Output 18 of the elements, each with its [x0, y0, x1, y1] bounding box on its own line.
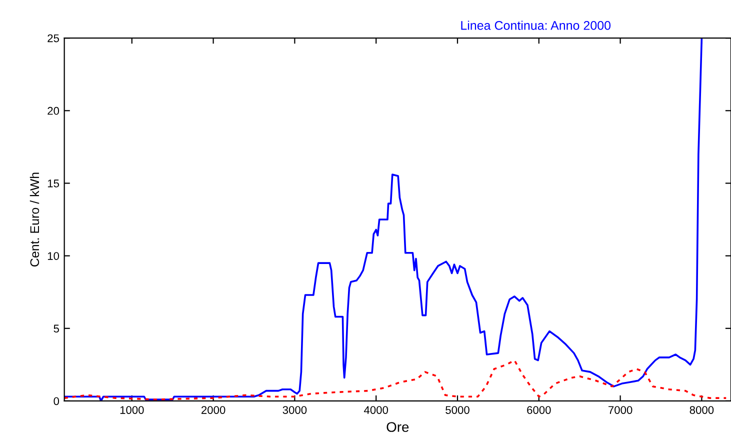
x-axis-title: Ore	[386, 422, 409, 432]
y-tick-label: 5	[54, 324, 59, 333]
y-tick-label: 10	[48, 252, 60, 260]
x-tick-label: 1000	[120, 406, 144, 414]
x-tick-label: 5000	[446, 406, 470, 414]
chart-title: Linea Continua: Anno 2000	[461, 20, 611, 30]
y-tick-label: 20	[48, 106, 60, 115]
x-tick-label: 2000	[201, 406, 226, 414]
x-tick-label: 4000	[364, 406, 388, 414]
x-tick-label: 3000	[282, 406, 307, 414]
x-tick-label: 7000	[608, 406, 632, 414]
x-tick-label: 8000	[690, 406, 714, 414]
y-tick-label: 0	[54, 397, 60, 406]
y-tick-label: 15	[48, 180, 59, 188]
y-axis-title: Cent. Euro / kWh	[30, 172, 40, 266]
y-tick-label: 25	[48, 34, 59, 42]
x-tick-label: 6000	[527, 406, 551, 414]
line-series	[64, 359, 728, 400]
